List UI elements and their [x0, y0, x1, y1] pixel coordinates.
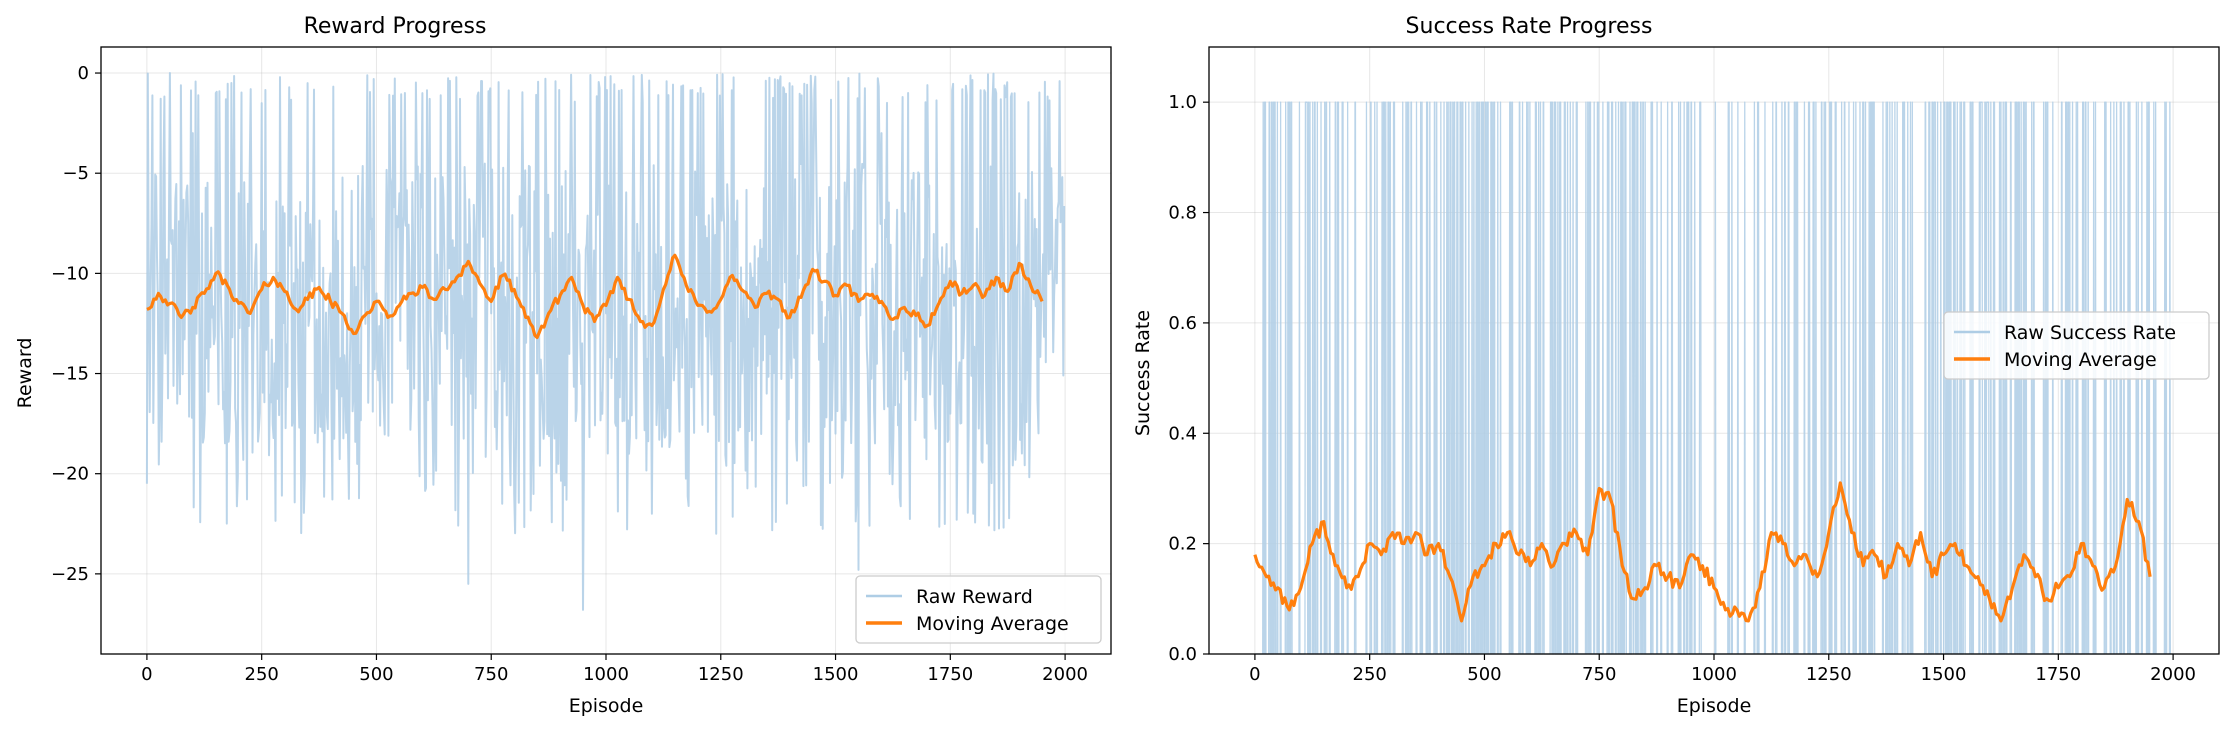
- y-axis-label: Success Rate: [1132, 310, 1154, 436]
- x-tick-label: 1750: [927, 664, 973, 685]
- x-tick-label: 2000: [2150, 664, 2196, 685]
- x-tick-label: 250: [245, 664, 279, 685]
- x-tick-label: 750: [474, 664, 508, 685]
- x-tick-label: 2000: [1042, 664, 1088, 685]
- y-tick-label: 0.6: [1168, 313, 1197, 334]
- legend: Raw Reward Moving Average: [855, 575, 1102, 644]
- moving-average-line: [1253, 481, 2152, 623]
- x-tick-label: 1500: [813, 664, 859, 685]
- chart-title: Reward Progress: [304, 14, 487, 39]
- moving-average-layer: [1253, 481, 2152, 623]
- x-tick-label: 0: [1249, 664, 1260, 685]
- x-tick-label: 1250: [698, 664, 744, 685]
- ticks: 0 250 500 750 1000 1250 1500 1750 2000 0.0 0.2 0.4 0…: [1168, 92, 2196, 685]
- y-tick-label: −10: [51, 263, 89, 284]
- y-tick-label: −5: [62, 163, 89, 184]
- moving-average-layer: [146, 253, 1044, 340]
- ticks: 0 250 500 750 1000 1250 1500 1750 2000 0 −5 −10 −15 −…: [51, 63, 1088, 685]
- reward-progress-chart: Reward Progress Episode Reward 0 250 500 75…: [14, 14, 1112, 717]
- legend-label-moving-average: Moving Average: [916, 613, 1069, 635]
- y-tick-label: −25: [51, 564, 89, 585]
- x-tick-label: 1000: [1691, 664, 1737, 685]
- y-tick-label: 0.0: [1168, 644, 1197, 665]
- x-axis-label: Episode: [1677, 695, 1752, 717]
- x-tick-label: 1500: [1921, 664, 1967, 685]
- legend-box: [1943, 311, 2210, 380]
- legend-box: [855, 575, 1102, 644]
- legend-label-raw-success-rate: Raw Success Rate: [2004, 322, 2176, 344]
- raw-series-layer: [145, 72, 1066, 611]
- x-axis-label: Episode: [569, 695, 644, 717]
- x-tick-label: 750: [1582, 664, 1616, 685]
- legend-label-moving-average: Moving Average: [2004, 349, 2157, 371]
- y-tick-label: 0: [78, 63, 89, 84]
- y-tick-label: 0.8: [1168, 203, 1197, 224]
- x-tick-label: 1750: [2035, 664, 2081, 685]
- success-rate-progress-chart: Success Rate Progress Episode Success Ra…: [1132, 14, 2220, 717]
- y-tick-label: −20: [51, 464, 89, 485]
- y-tick-label: 1.0: [1168, 92, 1197, 113]
- chart-title: Success Rate Progress: [1406, 14, 1653, 39]
- x-tick-label: 500: [359, 664, 393, 685]
- raw-series-line: [145, 72, 1066, 611]
- legend-label-raw-reward: Raw Reward: [916, 586, 1033, 608]
- x-tick-label: 0: [141, 664, 152, 685]
- x-tick-label: 250: [1353, 664, 1387, 685]
- y-tick-label: 0.4: [1168, 423, 1197, 444]
- x-tick-label: 500: [1467, 664, 1501, 685]
- x-tick-label: 1250: [1806, 664, 1852, 685]
- y-tick-label: −15: [51, 364, 89, 385]
- legend: Raw Success Rate Moving Average: [1943, 311, 2210, 380]
- y-tick-label: 0.2: [1168, 534, 1197, 555]
- x-tick-label: 1000: [583, 664, 629, 685]
- y-axis-label: Reward: [14, 338, 36, 409]
- moving-average-line: [146, 253, 1044, 340]
